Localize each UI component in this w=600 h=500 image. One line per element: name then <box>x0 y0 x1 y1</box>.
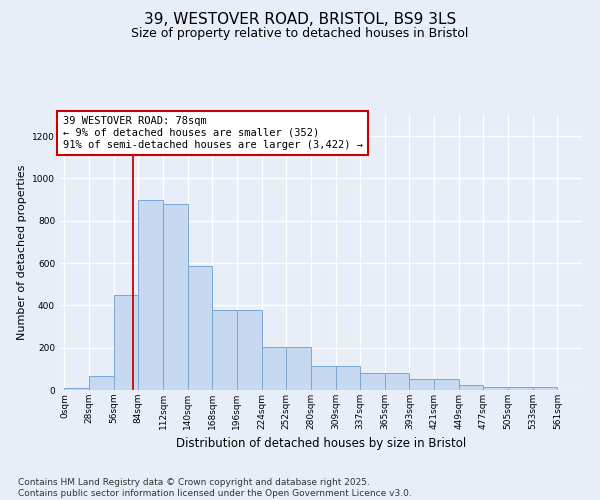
Bar <box>89 376 113 390</box>
Text: 39, WESTOVER ROAD, BRISTOL, BS9 3LS: 39, WESTOVER ROAD, BRISTOL, BS9 3LS <box>144 12 456 28</box>
Bar <box>237 310 262 390</box>
Bar <box>139 200 163 390</box>
Bar <box>484 387 508 390</box>
Bar <box>385 373 409 390</box>
Bar <box>64 388 89 390</box>
Text: Size of property relative to detached houses in Bristol: Size of property relative to detached ho… <box>131 28 469 40</box>
Text: 39 WESTOVER ROAD: 78sqm
← 9% of detached houses are smaller (352)
91% of semi-de: 39 WESTOVER ROAD: 78sqm ← 9% of detached… <box>62 116 362 150</box>
Bar <box>113 295 139 390</box>
Bar <box>188 266 212 390</box>
Bar <box>286 346 311 390</box>
Bar <box>409 380 434 390</box>
Bar <box>311 366 335 390</box>
Y-axis label: Number of detached properties: Number of detached properties <box>17 165 26 340</box>
Bar <box>533 387 557 390</box>
Bar <box>335 366 360 390</box>
Bar <box>508 387 533 390</box>
Bar <box>360 373 385 390</box>
Text: Contains HM Land Registry data © Crown copyright and database right 2025.
Contai: Contains HM Land Registry data © Crown c… <box>18 478 412 498</box>
X-axis label: Distribution of detached houses by size in Bristol: Distribution of detached houses by size … <box>176 438 466 450</box>
Bar <box>459 384 484 390</box>
Bar <box>262 346 286 390</box>
Bar <box>212 310 237 390</box>
Bar <box>434 380 459 390</box>
Bar <box>163 204 188 390</box>
